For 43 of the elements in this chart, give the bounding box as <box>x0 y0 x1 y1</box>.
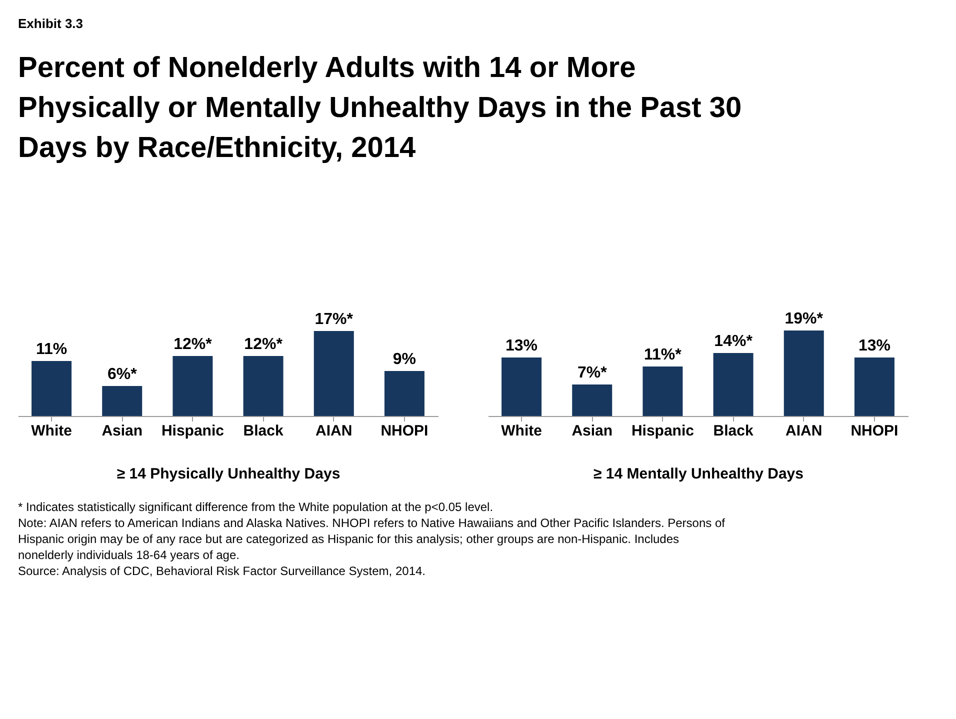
data-label: 12%* <box>174 336 213 353</box>
data-label: 6%* <box>107 366 138 383</box>
data-label: 17%* <box>314 311 354 328</box>
data-label: 11% <box>36 341 68 358</box>
data-label: 7%* <box>577 364 608 382</box>
x-tick-label: Black <box>713 422 754 440</box>
text: * Indicates statistically significant difference from the White population at the p<0.05 level. <box>18 500 494 514</box>
x-tick-label: White <box>31 422 72 440</box>
bar <box>642 366 683 416</box>
x-axis-title: ≥ 14 Mentally Unhealthy Days <box>594 466 804 482</box>
bar <box>32 361 72 416</box>
data-label: 14%* <box>714 333 754 350</box>
bar <box>502 358 542 416</box>
data-label: 12%* <box>244 336 284 353</box>
x-tick-label: Asian <box>102 422 143 440</box>
bar <box>384 371 424 416</box>
chart-subtitle: Exhibit 3.3 <box>18 16 84 31</box>
bar <box>314 331 354 416</box>
x-tick-label: AIAN <box>316 422 352 440</box>
text: Note: AIAN refers to American Indians and Alaska Natives. NHOPI refers to Native Hawaiians and Other Pacific Islanders. Persons of Hispanic origin may be of any race but are categorized as Hispanic for this analysis; other groups are non-Hispanic. Includes nonelderly individuals 18-64 years of age. <box>18 516 726 562</box>
x-axis-title: ≥ 14 Physically Unhealthy Days <box>116 466 340 482</box>
data-label: 11%* <box>644 346 682 364</box>
x-tick-label: Black <box>243 422 284 440</box>
bar <box>243 356 284 416</box>
data-label: 13% <box>506 338 538 354</box>
bar <box>713 353 754 416</box>
x-tick-label: Hispanic <box>161 422 224 440</box>
bar <box>854 358 894 416</box>
x-tick-label: Asian <box>572 422 613 440</box>
data-label: 19%* <box>784 310 824 328</box>
x-tick-label: White <box>501 422 542 440</box>
data-label: 9% <box>392 351 416 368</box>
bar <box>784 330 824 416</box>
bar <box>102 386 142 416</box>
x-tick-label: NHOPI <box>850 422 898 440</box>
x-tick-label: AIAN <box>786 422 822 440</box>
x-tick-label: NHOPI <box>380 422 428 440</box>
x-tick-label: Hispanic <box>631 422 694 440</box>
chart-title: Percent of Nonelderly Adults with 14 or More Physically or Mentally Unhealthy Days in the Past 30 Days by Race/Ethnicity, 2014 <box>18 52 742 164</box>
source-note: Source: Analysis of CDC, Behavioral Risk Factor Surveillance System, 2014. <box>18 564 426 578</box>
data-label: 13% <box>858 338 890 354</box>
bar <box>572 384 612 416</box>
bar <box>172 356 213 416</box>
